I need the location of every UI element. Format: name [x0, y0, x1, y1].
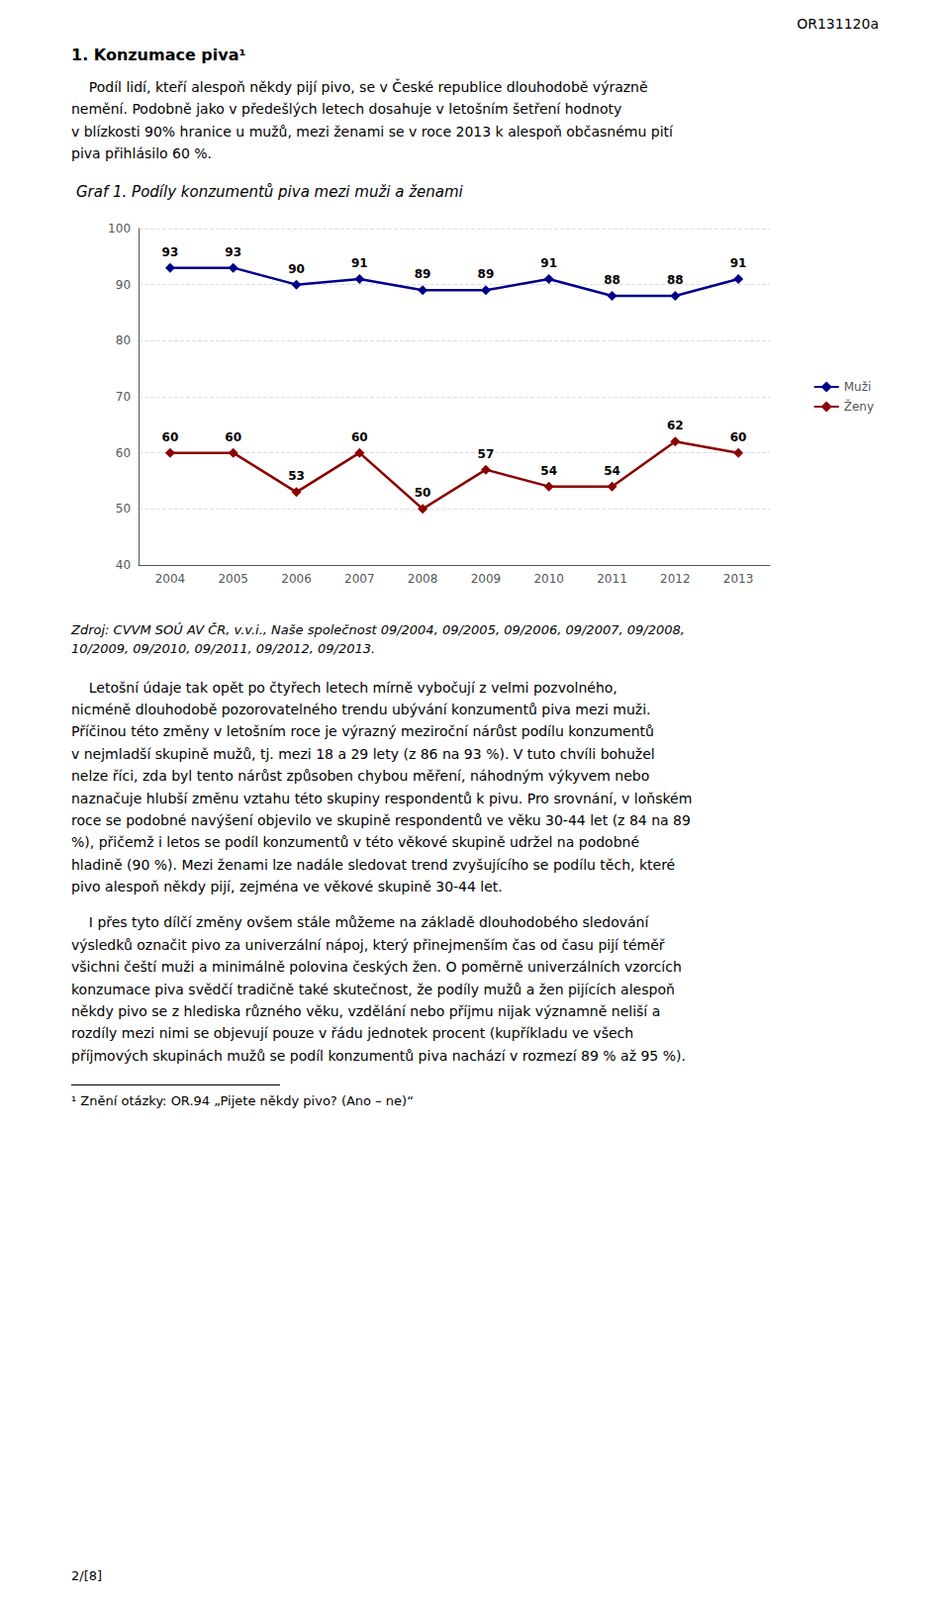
svg-text:50: 50 [115, 501, 131, 516]
svg-text:2012: 2012 [660, 571, 691, 586]
svg-text:88: 88 [603, 273, 621, 287]
svg-text:91: 91 [730, 256, 748, 271]
svg-text:2009: 2009 [471, 571, 502, 586]
html-text:Letošní údaje tak opět po čtyř: Letošní údaje tak opět po čtyřech letech… [71, 679, 693, 895]
svg-text:90: 90 [115, 277, 131, 291]
html-text:Podíl lidí, kteří alespoň někd: Podíl lidí, kteří alespoň někdy pijí piv… [71, 79, 673, 162]
svg-text:50: 50 [414, 485, 432, 500]
svg-text:93: 93 [224, 244, 242, 259]
html-text:Zdroj: CVVM SOÚ AV ČR, v.v.i.,: Zdroj: CVVM SOÚ AV ČR, v.v.i., Naše spol… [71, 622, 685, 657]
svg-text:2005: 2005 [217, 571, 249, 586]
svg-text:93: 93 [162, 244, 180, 259]
svg-text:54: 54 [603, 463, 621, 477]
svg-text:100: 100 [107, 221, 131, 236]
svg-text:60: 60 [115, 445, 131, 460]
svg-text:Muži: Muži [844, 380, 872, 394]
svg-text:90: 90 [287, 261, 305, 276]
svg-text:2013: 2013 [723, 571, 755, 586]
svg-text:91: 91 [540, 256, 558, 271]
svg-text:89: 89 [477, 267, 495, 282]
svg-text:2007: 2007 [344, 571, 376, 586]
svg-text:Ženy: Ženy [844, 398, 874, 414]
svg-text:2004: 2004 [155, 571, 187, 586]
svg-text:70: 70 [115, 389, 131, 404]
svg-text:91: 91 [351, 256, 369, 271]
svg-text:53: 53 [287, 469, 305, 483]
html-text:¹ Znění otázky: OR.94 „Pijete: ¹ Znění otázky: OR.94 „Pijete někdy pivo… [71, 1093, 414, 1109]
svg-text:60: 60 [224, 429, 242, 444]
svg-text:54: 54 [540, 463, 558, 477]
html-text:OR131120a: OR131120a [796, 15, 879, 32]
svg-text:57: 57 [477, 446, 495, 461]
svg-text:40: 40 [115, 558, 131, 572]
svg-text:60: 60 [162, 429, 180, 444]
svg-text:2010: 2010 [533, 571, 565, 586]
html-text:2/[8]: 2/[8] [71, 1568, 103, 1584]
svg-text:60: 60 [730, 429, 748, 444]
svg-text:2008: 2008 [407, 571, 439, 586]
svg-text:88: 88 [666, 273, 684, 287]
svg-text:2011: 2011 [596, 571, 628, 586]
svg-text:80: 80 [115, 333, 131, 348]
html-text:I přes tyto dílčí změny ovšem: I přes tyto dílčí změny ovšem stále může… [71, 914, 686, 1064]
svg-text:2006: 2006 [281, 571, 312, 586]
svg-text:89: 89 [414, 267, 432, 282]
svg-text:62: 62 [666, 418, 684, 433]
svg-text:60: 60 [351, 429, 369, 444]
svg-text:Graf 1. Podíly konzumentů piva: Graf 1. Podíly konzumentů piva mezi muži… [76, 182, 465, 200]
html-text:1. Konzumace piva¹: 1. Konzumace piva¹ [71, 45, 246, 65]
